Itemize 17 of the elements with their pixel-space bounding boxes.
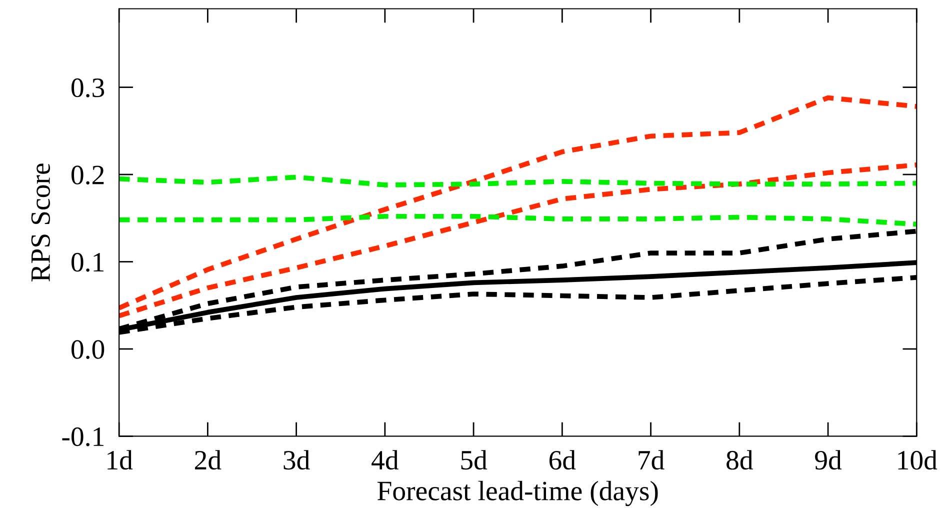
y-tick-label: 0.2 bbox=[72, 166, 104, 185]
x-tick-label: 1d bbox=[108, 450, 133, 470]
x-tick-label: 7d bbox=[638, 450, 664, 470]
x-tick-label: 8d bbox=[726, 450, 753, 470]
y-tick-label: 0.1 bbox=[72, 252, 104, 272]
x-tick-label: 9d bbox=[815, 450, 842, 470]
x-tick-label: 6d bbox=[549, 450, 576, 470]
x-tick-label: 2d bbox=[195, 450, 222, 470]
y-axis-title: RPS Score bbox=[31, 164, 50, 282]
y-tick-label: 0.0 bbox=[72, 340, 104, 360]
x-tick-label: 3d bbox=[284, 450, 310, 470]
x-axis-title: Forecast lead-time (days) bbox=[378, 480, 658, 506]
x-tick-label: 5d bbox=[461, 450, 488, 470]
y-tick-label: -0.1 bbox=[62, 427, 104, 446]
y-tick-label: 0.3 bbox=[72, 78, 104, 98]
x-tick-label: 4d bbox=[372, 450, 398, 470]
x-tick-label: 10d bbox=[898, 450, 938, 470]
